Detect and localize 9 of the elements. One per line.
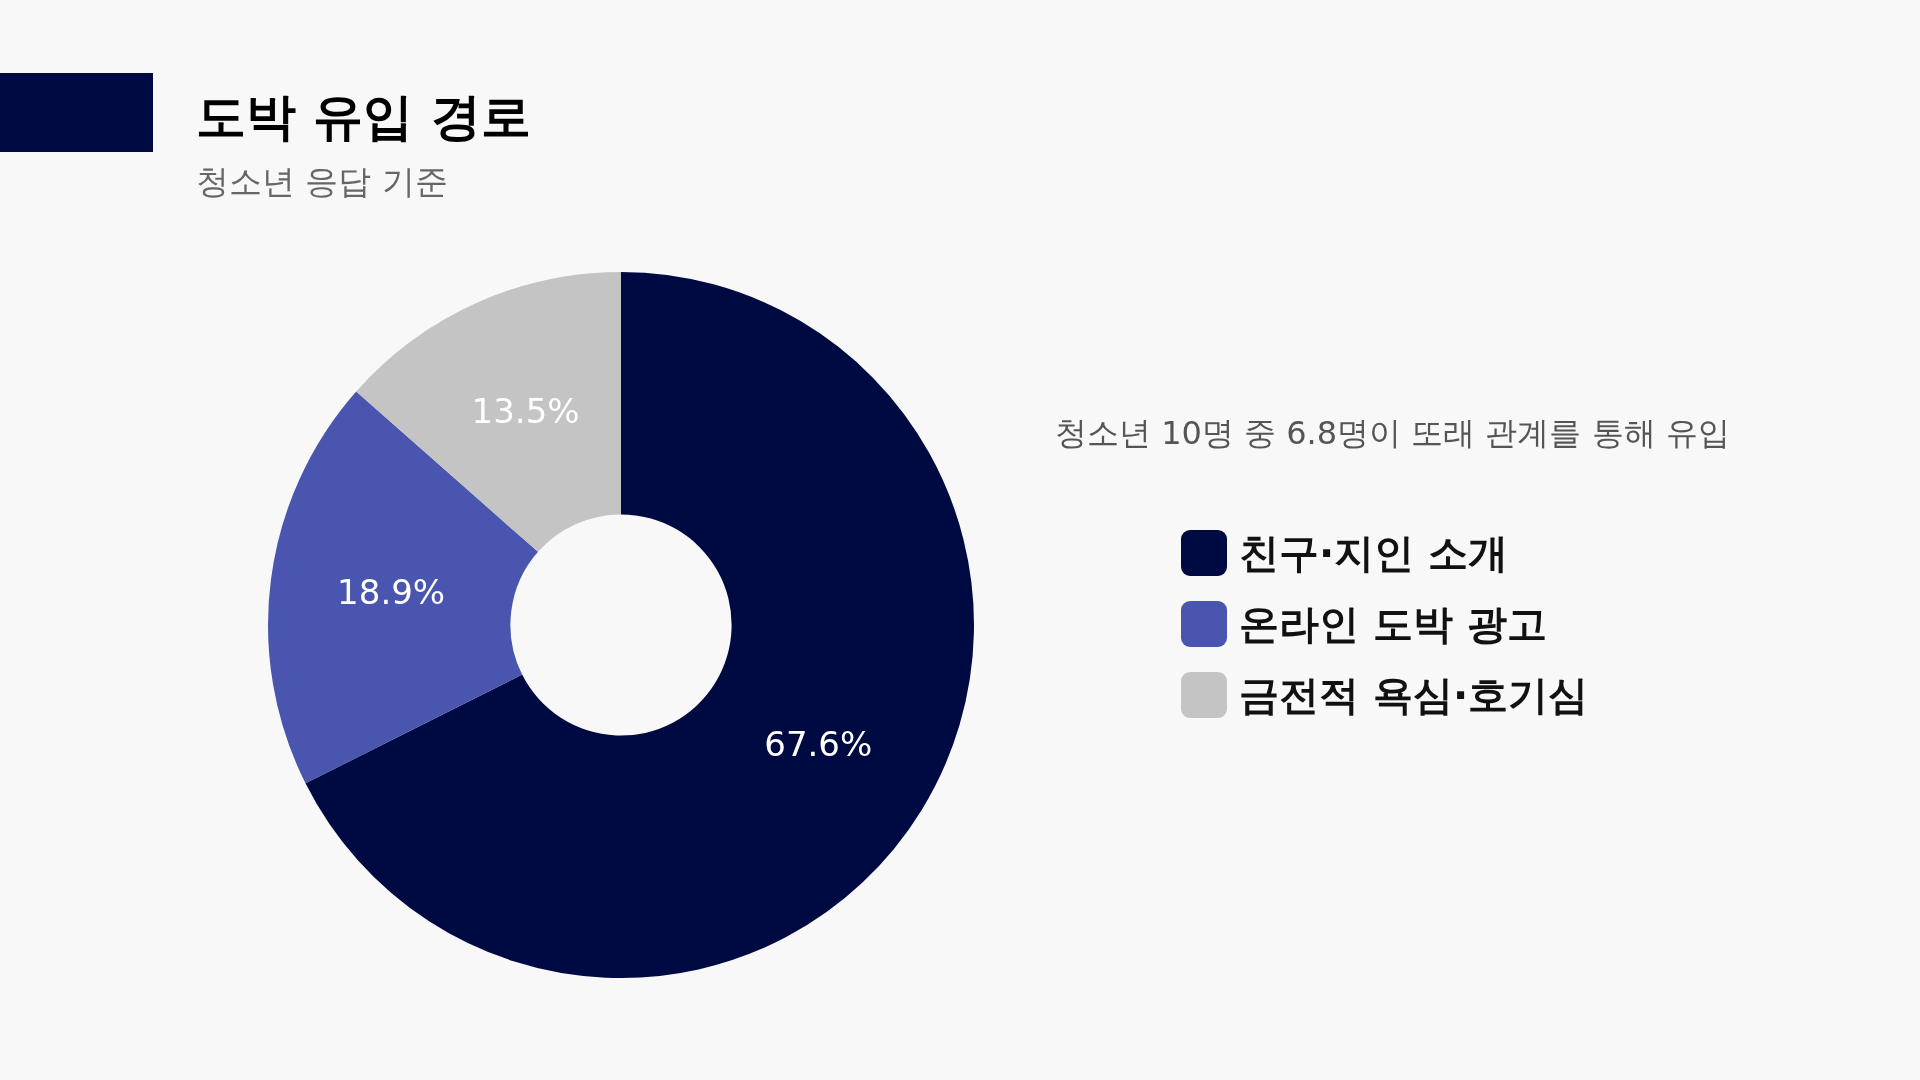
- legend-label: 금전적 욕심·호기심: [1239, 670, 1589, 720]
- data-label: 18.9%: [337, 572, 446, 613]
- data-label: 13.5%: [471, 390, 580, 431]
- legend-label: 친구·지인 소개: [1239, 528, 1509, 578]
- text: 청소년 10명 중 6.8명이 또래 관계를 통해 유입: [1055, 413, 1730, 454]
- chart-subtitle: 청소년 응답 기준: [196, 161, 448, 203]
- chart-title: 도박 유입 경로: [196, 87, 531, 148]
- legend-label: 온라인 도박 광고: [1239, 599, 1547, 649]
- data-label: 67.6%: [764, 723, 873, 764]
